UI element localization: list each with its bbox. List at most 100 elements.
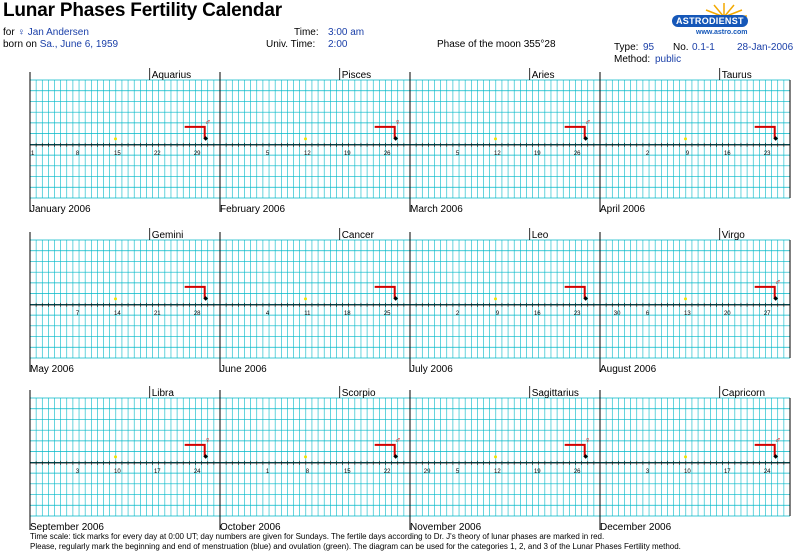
day-number: 23 — [764, 151, 771, 157]
birth-line: born on Sa., June 6, 1959 — [3, 39, 118, 50]
month-name: January 2006 — [30, 204, 91, 215]
fertile-marker — [754, 125, 776, 139]
moon-dot-icon: ◆ — [583, 296, 588, 302]
fertile-marker — [374, 443, 396, 457]
moon-phase: Phase of the moon 355°28 — [437, 39, 556, 50]
univ-time-value: 2:00 — [328, 39, 348, 50]
day-number: 16 — [724, 151, 731, 157]
day-number: 7 — [76, 311, 80, 317]
sign-label: Sagittarius — [532, 388, 579, 399]
day-number: 11 — [304, 311, 311, 317]
day-number: 30 — [614, 311, 621, 317]
fertile-marker — [374, 285, 396, 299]
day-number: 24 — [764, 469, 771, 475]
univ-time-label: Univ. Time: — [266, 39, 316, 50]
page-title: Lunar Phases Fertility Calendar — [3, 0, 282, 21]
month-name: June 2006 — [220, 364, 267, 375]
moon-phase-dot — [494, 455, 497, 459]
day-number: 25 — [384, 311, 391, 317]
moon-phase-dot — [114, 137, 117, 141]
day-number: 5 — [266, 151, 270, 157]
type-value: 95 — [643, 42, 655, 53]
day-number: 13 — [684, 311, 691, 317]
sign-label: Pisces — [342, 70, 371, 81]
day-number: 15 — [114, 151, 121, 157]
method-label: Method: — [614, 54, 651, 65]
born-label: born on — [3, 39, 37, 50]
day-number: 22 — [384, 469, 391, 475]
fertile-marker — [184, 125, 206, 139]
chart-date: 28-Jan-2006 — [737, 42, 794, 53]
moon-dot-icon: ◆ — [773, 296, 778, 302]
female-symbol-icon: ♀ — [204, 435, 211, 445]
day-number: 12 — [494, 469, 501, 475]
female-symbol-icon: ♀ — [394, 117, 401, 127]
moon-dot-icon: ◆ — [393, 136, 398, 142]
day-number: 2 — [646, 151, 650, 157]
fertile-marker — [564, 285, 586, 299]
astrodienst-logo[interactable]: ASTRODIENST www.astro.com — [664, 2, 784, 38]
day-number: 19 — [534, 469, 541, 475]
day-number: 17 — [724, 469, 731, 475]
moon-dot-icon: ◆ — [393, 454, 398, 460]
day-number: 15 — [344, 469, 351, 475]
moon-phase-dot — [684, 455, 687, 459]
moon-dot-icon: ◆ — [583, 454, 588, 460]
sign-label: Taurus — [722, 70, 752, 81]
day-number: 5 — [456, 151, 460, 157]
sign-label: Gemini — [152, 230, 184, 241]
person-name: Jan Andersen — [27, 27, 89, 38]
sign-label: Aries — [532, 70, 555, 81]
day-number: 9 — [686, 151, 690, 157]
fertile-marker — [184, 285, 206, 299]
no-label: No. — [673, 42, 689, 53]
month-name: October 2006 — [220, 522, 281, 533]
day-number: 3 — [76, 469, 80, 475]
sign-label: Capricorn — [722, 388, 765, 399]
female-symbol-icon: ♀ — [17, 27, 25, 38]
moon-dot-icon: ◆ — [393, 296, 398, 302]
day-number: 29 — [194, 151, 201, 157]
person-line: for ♀ Jan Andersen — [3, 27, 89, 38]
day-number: 14 — [114, 311, 121, 317]
moon-dot-icon: ◆ — [203, 454, 208, 460]
male-symbol-icon: ♂ — [774, 277, 781, 287]
day-number: 22 — [154, 151, 161, 157]
day-number: 21 — [154, 311, 161, 317]
moon-phase-dot — [304, 297, 307, 301]
day-number: 9 — [496, 311, 500, 317]
moon-dot-icon: ◆ — [773, 454, 778, 460]
logo-wordmark: ASTRODIENST — [672, 15, 748, 27]
for-label: for — [3, 27, 15, 38]
day-number: 16 — [534, 311, 541, 317]
day-number: 26 — [574, 151, 581, 157]
day-number: 5 — [456, 469, 460, 475]
sign-label: Cancer — [342, 230, 375, 241]
month-name: September 2006 — [30, 522, 104, 533]
day-number: 2 — [456, 311, 460, 317]
day-number: 17 — [154, 469, 161, 475]
day-number: 18 — [344, 311, 351, 317]
moon-phase-dot — [304, 137, 307, 141]
day-number: 23 — [574, 311, 581, 317]
day-number: 3 — [646, 469, 650, 475]
sign-label: Libra — [152, 388, 175, 399]
male-symbol-icon: ♂ — [394, 435, 401, 445]
moon-dot-icon: ◆ — [583, 136, 588, 142]
moon-dot-icon: ◆ — [773, 136, 778, 142]
month-name: May 2006 — [30, 364, 74, 375]
type-label: Type: — [614, 42, 639, 53]
moon-phase-dot — [304, 455, 307, 459]
sign-label: Virgo — [722, 230, 746, 241]
day-number: 12 — [494, 151, 501, 157]
day-number: 29 — [424, 469, 431, 475]
month-name: December 2006 — [600, 522, 672, 533]
moon-phase-dot — [494, 297, 497, 301]
month-name: November 2006 — [410, 522, 482, 533]
day-number: 12 — [304, 151, 311, 157]
fertile-marker — [564, 125, 586, 139]
day-number: 8 — [76, 151, 80, 157]
moon-phase-dot — [684, 297, 687, 301]
female-symbol-icon: ♀ — [584, 435, 591, 445]
no-value: 0.1-1 — [692, 42, 715, 53]
